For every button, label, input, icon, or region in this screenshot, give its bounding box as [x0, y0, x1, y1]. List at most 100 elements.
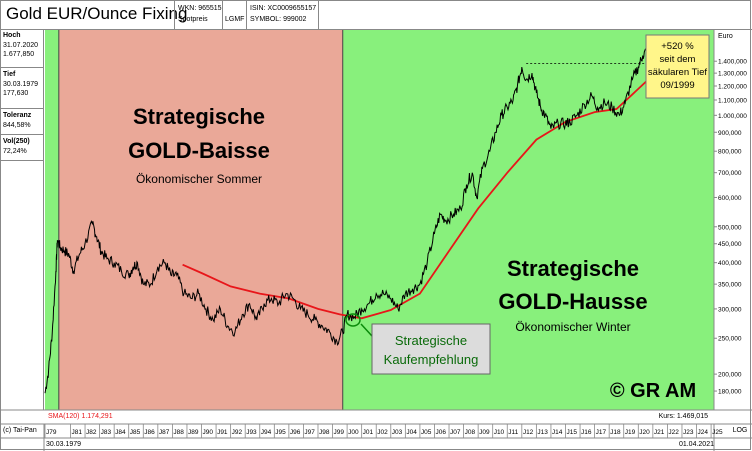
x-tick-label: J82: [86, 429, 97, 436]
x-tick-label: J03: [392, 429, 403, 436]
buy-signal-line2: Kaufempfehlung: [384, 352, 479, 367]
y-tick-label: 1.100,000: [718, 97, 747, 104]
x-tick-label: J97: [304, 429, 315, 436]
baisse-zone: [58, 30, 343, 410]
isin-label: ISIN: XC0009655157: [250, 5, 317, 12]
x-tick-label: J06: [435, 429, 446, 436]
x-tick-label: J01: [363, 429, 374, 436]
y-tick-label: 1.000,000: [718, 113, 747, 120]
stat-tief-label: Tief: [3, 71, 16, 78]
x-tick-label: J22: [668, 429, 679, 436]
stat-toleranz-label: Toleranz: [3, 112, 32, 119]
y-tick-label: 500,000: [718, 224, 742, 231]
end-date: 01.04.2021: [679, 441, 714, 448]
sma-legend: SMA(120) 1.174,291: [48, 413, 113, 420]
stat-vol: Vol(250) 72,24%: [0, 135, 43, 161]
y-tick-label: 450,000: [718, 241, 742, 248]
x-tick-label: J09: [479, 429, 490, 436]
y-tick-label: 300,000: [718, 306, 742, 313]
x-tick-label: J79: [46, 429, 57, 436]
buy-signal-line1: Strategische: [395, 333, 467, 348]
stat-hoch-date: 31.07.2020: [3, 41, 39, 49]
x-tick-label: J83: [101, 429, 112, 436]
x-tick-label: J88: [173, 429, 184, 436]
y-tick-label: 250,000: [718, 336, 742, 343]
gain-line3: säkularen Tief: [648, 67, 708, 78]
stat-toleranz: Toleranz 844,58%: [0, 109, 43, 135]
x-tick-label: J91: [217, 429, 228, 436]
y-tick-label: 900,000: [718, 130, 742, 137]
lgmf-label: LGMF: [225, 16, 245, 23]
y-tick-label: 350,000: [718, 282, 742, 289]
x-tick-label: J11: [508, 429, 518, 436]
x-tick-label: J21: [654, 429, 665, 436]
x-tick-label: J04: [406, 429, 417, 436]
x-axis: J79 J81 J82 J83 J84 J85 J86 J87 J88 J89 J90 J91 J92 J…: [0, 409, 752, 451]
x-tick-label: J08: [465, 429, 476, 436]
header-divider: [222, 0, 223, 30]
y-axis-unit: Euro: [718, 33, 733, 40]
stat-hoch-label: Hoch: [3, 32, 21, 39]
x-tick-label: J92: [232, 429, 243, 436]
x-tick-label: J19: [625, 429, 636, 436]
x-tick-label: J93: [246, 429, 257, 436]
spotpreis-label: Spotpreis: [178, 16, 208, 23]
buy-signal-box: [371, 323, 491, 375]
y-tick-label: 700,000: [718, 170, 742, 177]
x-tick-label: J23: [683, 429, 694, 436]
stat-tief-date: 30.03.1979: [3, 80, 39, 88]
x-tick-label: J20: [639, 429, 650, 436]
x-tick-label: J00: [348, 429, 359, 436]
buy-signal-pointer: [360, 323, 373, 337]
hausse-title-line2: GOLD-Hausse: [498, 289, 647, 314]
x-tick-label: J94: [261, 429, 272, 436]
header-divider: [246, 0, 247, 30]
buy-signal-marker: [345, 313, 361, 327]
stat-hoch-value: 1.677,850: [3, 51, 35, 58]
x-tick-label: J86: [144, 429, 155, 436]
x-tick-label: J12: [523, 429, 534, 436]
baisse-subtitle: Ökonomischer Sommer: [136, 172, 262, 186]
y-tick-label: 1.400,000: [718, 59, 747, 66]
header-divider: [174, 0, 175, 30]
x-tick-label: J14: [552, 429, 563, 436]
x-tick-label: J90: [203, 429, 214, 436]
gain-line4: 09/1999: [660, 80, 694, 91]
x-tick-label: J99: [334, 429, 345, 436]
stat-vol-label: Vol(250): [3, 138, 30, 145]
chart-header: Gold EUR/Ounce Fixing WKN: 965515 Spotpr…: [0, 0, 752, 30]
x-tick-label: J87: [159, 429, 170, 436]
x-tick-label: J17: [596, 429, 607, 436]
x-tick-label: J95: [275, 429, 286, 436]
y-axis: Euro 180,000 200,000 250,000 300,000 350,000 4…: [713, 30, 747, 410]
y-tick-label: 800,000: [718, 149, 742, 156]
x-tick-label: J81: [71, 429, 82, 436]
x-tick-label: J10: [494, 429, 505, 436]
chart-title: Gold EUR/Ounce Fixing: [6, 4, 188, 23]
gain-percent: +520 %: [661, 41, 694, 52]
y-tick-label: 200,000: [718, 372, 742, 379]
stat-tief-value: 177,630: [3, 90, 29, 97]
gain-box: [645, 34, 710, 99]
x-tick-label: J15: [566, 429, 577, 436]
gold-price-line: [44, 34, 657, 394]
x-tick-label: J85: [130, 429, 141, 436]
y-tick-label: 600,000: [718, 195, 742, 202]
hausse-title-line1: Strategische: [507, 256, 639, 281]
gain-line2: seit dem: [660, 54, 696, 65]
stat-hoch: Hoch 31.07.2020 1.677,850: [0, 30, 43, 68]
stat-vol-value: 72,24%: [3, 147, 27, 155]
x-tick-label: J98: [319, 429, 330, 436]
x-tick-label: J16: [581, 429, 592, 436]
pre-baisse-zone: [45, 30, 59, 410]
x-tick-label: J13: [537, 429, 548, 436]
x-tick-label: J07: [450, 429, 461, 436]
copyright-mark: © GR AM: [610, 380, 696, 402]
baisse-title-line1: Strategische: [133, 104, 265, 129]
x-tick-label: J18: [610, 429, 621, 436]
symbol-label: SYMBOL: 999002: [250, 16, 307, 23]
hausse-subtitle: Ökonomischer Winter: [515, 320, 630, 334]
y-tick-label: 1.300,000: [718, 71, 747, 78]
